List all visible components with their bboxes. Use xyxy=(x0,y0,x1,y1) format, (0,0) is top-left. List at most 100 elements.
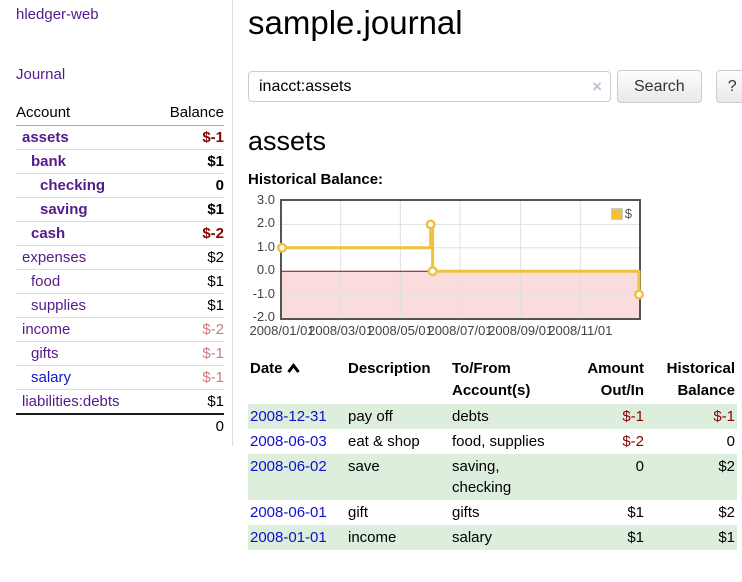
transaction-description: gift xyxy=(348,504,369,521)
page-title: sample.journal xyxy=(248,4,463,41)
account-balance: 0 xyxy=(152,173,224,198)
transaction-accounts: debts xyxy=(452,408,489,425)
transaction-row: 2008-01-01 income salary $1 $1 xyxy=(248,525,737,550)
account-balance: $-1 xyxy=(152,125,224,150)
sidebar: hledger-web Journal Account Balance asse… xyxy=(0,0,233,446)
transaction-balance: $2 xyxy=(718,458,735,475)
x-tick-label: 2008/03/01 xyxy=(308,323,374,338)
account-title: assets xyxy=(248,126,327,156)
transaction-row: 2008-06-03 eat & shop food, supplies $-2 0 xyxy=(248,429,737,454)
account-link-saving[interactable]: saving xyxy=(40,201,88,218)
transaction-amount: $-2 xyxy=(622,433,644,450)
account-link-gifts[interactable]: gifts xyxy=(31,345,59,362)
transaction-date-cell: 2008-06-03 xyxy=(248,429,346,454)
account-link-assets[interactable]: assets xyxy=(22,129,69,146)
transaction-balance: $-1 xyxy=(713,408,735,425)
register-header-balance: Historical Balance xyxy=(666,360,735,399)
y-tick-label: -2.0 xyxy=(252,309,275,324)
transaction-row: 2008-06-02 save saving, checking 0 $2 xyxy=(248,454,737,500)
account-balance: $-1 xyxy=(152,365,224,390)
account-link-income[interactable]: income xyxy=(22,321,71,338)
account-row: bank $1 xyxy=(16,149,224,174)
account-row: food $1 xyxy=(16,269,224,294)
search-button[interactable]: Search xyxy=(617,70,702,103)
transaction-date-cell: 2008-01-01 xyxy=(248,525,346,550)
account-balance: $1 xyxy=(152,293,224,318)
register-body: 2008-12-31 pay off debts $-1 $-1 2008-06-03 ea… xyxy=(248,404,737,550)
transaction-accounts: salary xyxy=(452,529,493,546)
transaction-amount: $-1 xyxy=(622,408,644,425)
chart-legend: $ xyxy=(610,206,632,221)
account-link-cash[interactable]: cash xyxy=(31,225,66,242)
x-tick-label: 2008/05/01 xyxy=(367,323,433,338)
account-row: expenses $2 xyxy=(16,245,224,270)
transaction-date-cell: 2008-12-31 xyxy=(248,404,346,429)
accounts-body: assets $-1 bank $1 checking 0 saving $1 cash $-2 e… xyxy=(16,125,224,415)
accounts-header-balance: Balance xyxy=(152,102,224,126)
account-balance: $2 xyxy=(152,245,224,270)
account-balance: $1 xyxy=(152,197,224,222)
chart-canvas[interactable] xyxy=(276,201,645,318)
help-button[interactable]: ? xyxy=(715,70,742,103)
chart-plot-area[interactable]: $ xyxy=(276,199,645,320)
transaction-accounts: food, supplies xyxy=(452,433,545,450)
account-row: cash $-2 xyxy=(16,221,224,246)
chart-label: Historical Balance: xyxy=(248,171,384,188)
clear-search-icon[interactable]: × xyxy=(592,76,602,96)
account-link-salary[interactable]: salary xyxy=(31,369,72,386)
accounts-header-row: Account Balance xyxy=(16,102,224,126)
register-header-row: Date Description To/From Account(s) Amou… xyxy=(248,356,737,404)
account-row: supplies $1 xyxy=(16,293,224,318)
account-balance: $1 xyxy=(152,149,224,174)
transaction-row: 2008-06-01 gift gifts $1 $2 xyxy=(248,500,737,525)
account-link-checking[interactable]: checking xyxy=(40,177,106,194)
historical-balance-chart: $ 3.0 2.0 1.0 0.0 -1.0 -2.0 2008/01/01 2008/03… xyxy=(248,192,728,338)
sidebar-item-journal[interactable]: Journal xyxy=(16,66,66,83)
x-tick-label: 2008/07/01 xyxy=(427,323,493,338)
x-tick-label: 2008/09/01 xyxy=(488,323,554,338)
transaction-date-cell: 2008-06-02 xyxy=(248,454,346,500)
y-tick-label: 2.0 xyxy=(256,215,275,231)
transaction-description: save xyxy=(348,458,380,475)
account-row: gifts $-1 xyxy=(16,341,224,366)
main-content: sample.journal × Search ? assets Histori… xyxy=(233,0,742,550)
app: hledger-web Journal Account Balance asse… xyxy=(0,0,742,550)
account-row: checking 0 xyxy=(16,173,224,198)
transaction-date-link[interactable]: 2008-06-02 xyxy=(250,458,327,475)
accounts-total-value: 0 xyxy=(16,413,224,438)
register-header-accounts: To/From Account(s) xyxy=(452,360,531,399)
transaction-amount: $1 xyxy=(627,504,644,521)
account-link-food[interactable]: food xyxy=(31,273,61,290)
account-link-supplies[interactable]: supplies xyxy=(31,297,87,314)
x-tick-label: 2008/11/01 xyxy=(548,323,613,338)
account-row: salary $-1 xyxy=(16,365,224,390)
register-header-amount: Amount Out/In xyxy=(587,360,644,399)
transaction-balance: $2 xyxy=(718,504,735,521)
search-input[interactable] xyxy=(248,71,611,102)
transaction-accounts: gifts xyxy=(452,504,480,521)
register-header-date: Date xyxy=(248,356,346,404)
legend-swatch-icon xyxy=(610,207,623,220)
transaction-accounts: saving, checking xyxy=(452,458,512,496)
transaction-date-cell: 2008-06-01 xyxy=(248,500,346,525)
sort-asc-icon xyxy=(286,359,300,381)
account-balance: $-2 xyxy=(152,221,224,246)
account-link-liabilities:debts[interactable]: liabilities:debts xyxy=(22,393,120,410)
account-row: liabilities:debts $1 xyxy=(16,389,224,415)
account-row: income $-2 xyxy=(16,317,224,342)
transaction-amount: 0 xyxy=(635,458,644,475)
transaction-date-link[interactable]: 2008-01-01 xyxy=(250,529,327,546)
account-row: saving $1 xyxy=(16,197,224,222)
transaction-date-link[interactable]: 2008-12-31 xyxy=(250,408,327,425)
transaction-date-link[interactable]: 2008-06-01 xyxy=(250,504,327,521)
brand-link[interactable]: hledger-web xyxy=(16,6,99,23)
account-balance: $1 xyxy=(152,269,224,294)
account-link-expenses[interactable]: expenses xyxy=(22,249,87,266)
y-tick-label: 0.0 xyxy=(256,262,275,278)
transaction-description: income xyxy=(348,529,397,546)
transaction-balance: 0 xyxy=(726,433,735,450)
y-tick-label: 3.0 xyxy=(256,192,275,207)
account-link-bank[interactable]: bank xyxy=(31,153,67,170)
transaction-date-link[interactable]: 2008-06-03 xyxy=(250,433,327,450)
account-balance: $-1 xyxy=(152,341,224,366)
